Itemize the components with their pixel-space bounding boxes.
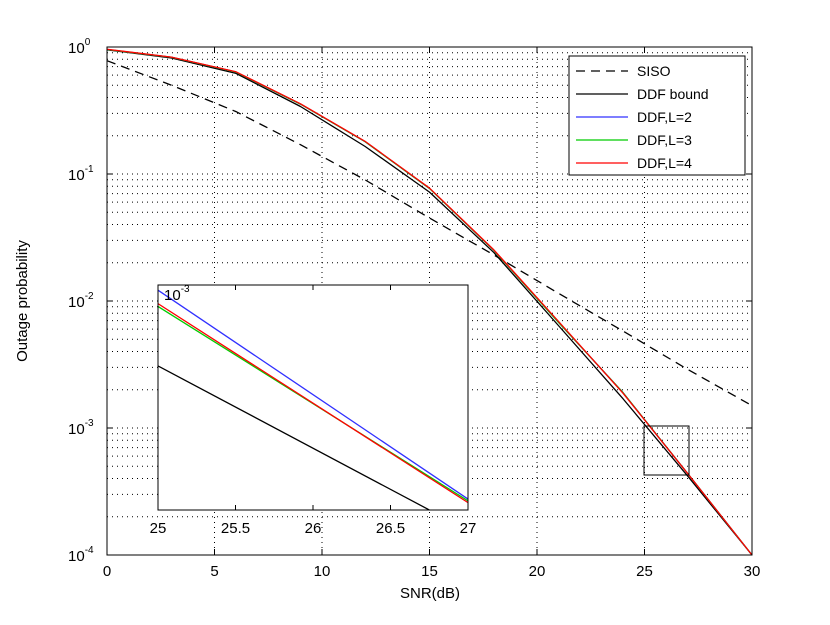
- inset-series-lines: [158, 289, 468, 510]
- inset-series-ddf-bound-line: [158, 365, 430, 510]
- y-tick-exponent: -4: [85, 545, 94, 556]
- series-ddf-l-4-line: [106, 48, 753, 556]
- series-ddf-bound-line: [106, 49, 753, 556]
- x-tick-label: 20: [529, 563, 546, 580]
- y-tick-exponent: -1: [85, 164, 94, 175]
- legend-label-siso: SISO: [637, 63, 671, 79]
- inset-x-tick-label: 25.5: [221, 520, 250, 537]
- zoom-region-box: [643, 425, 690, 476]
- x-tick-label: 30: [744, 563, 761, 580]
- y-tick-exponent: -2: [85, 291, 94, 302]
- legend-label-ddf-l-3: DDF,L=3: [637, 132, 692, 148]
- legend-label-ddf-l-4: DDF,L=4: [637, 155, 692, 171]
- x-axis-label: SNR(dB): [400, 585, 460, 602]
- legend-label-ddf-bound: DDF bound: [637, 86, 709, 102]
- inset-x-tick-label: 27: [460, 520, 477, 537]
- x-tick-label: 0: [103, 563, 111, 580]
- legend-label-ddf-l-2: DDF,L=2: [637, 109, 692, 125]
- series-siso-line: [106, 60, 753, 407]
- x-tick-label: 5: [210, 563, 218, 580]
- inset-x-tick-label: 26.5: [376, 520, 405, 537]
- y-tick-exponent: 0: [85, 37, 91, 48]
- x-tick-label: 15: [421, 563, 438, 580]
- legend-box: [568, 55, 746, 176]
- inset-series-ddf-l-4-line: [158, 303, 468, 504]
- y-tick-exponent: -3: [85, 418, 94, 429]
- legend: SISO DDF bound DDF,L=2 DDF,L=3 DDF,L=4: [568, 55, 746, 176]
- x-tick-label: 10: [314, 563, 331, 580]
- inset-x-tick-label: 25: [150, 520, 167, 537]
- main-series-lines: [106, 48, 753, 556]
- inset-y-tick-exponent: -3: [181, 284, 190, 295]
- inset-x-tick-label: 26: [305, 520, 322, 537]
- y-axis-label: Outage probability: [14, 240, 31, 362]
- inset-series-ddf-l-2-line: [158, 289, 468, 500]
- inset-background: [157, 284, 469, 511]
- x-tick-label: 25: [636, 563, 653, 580]
